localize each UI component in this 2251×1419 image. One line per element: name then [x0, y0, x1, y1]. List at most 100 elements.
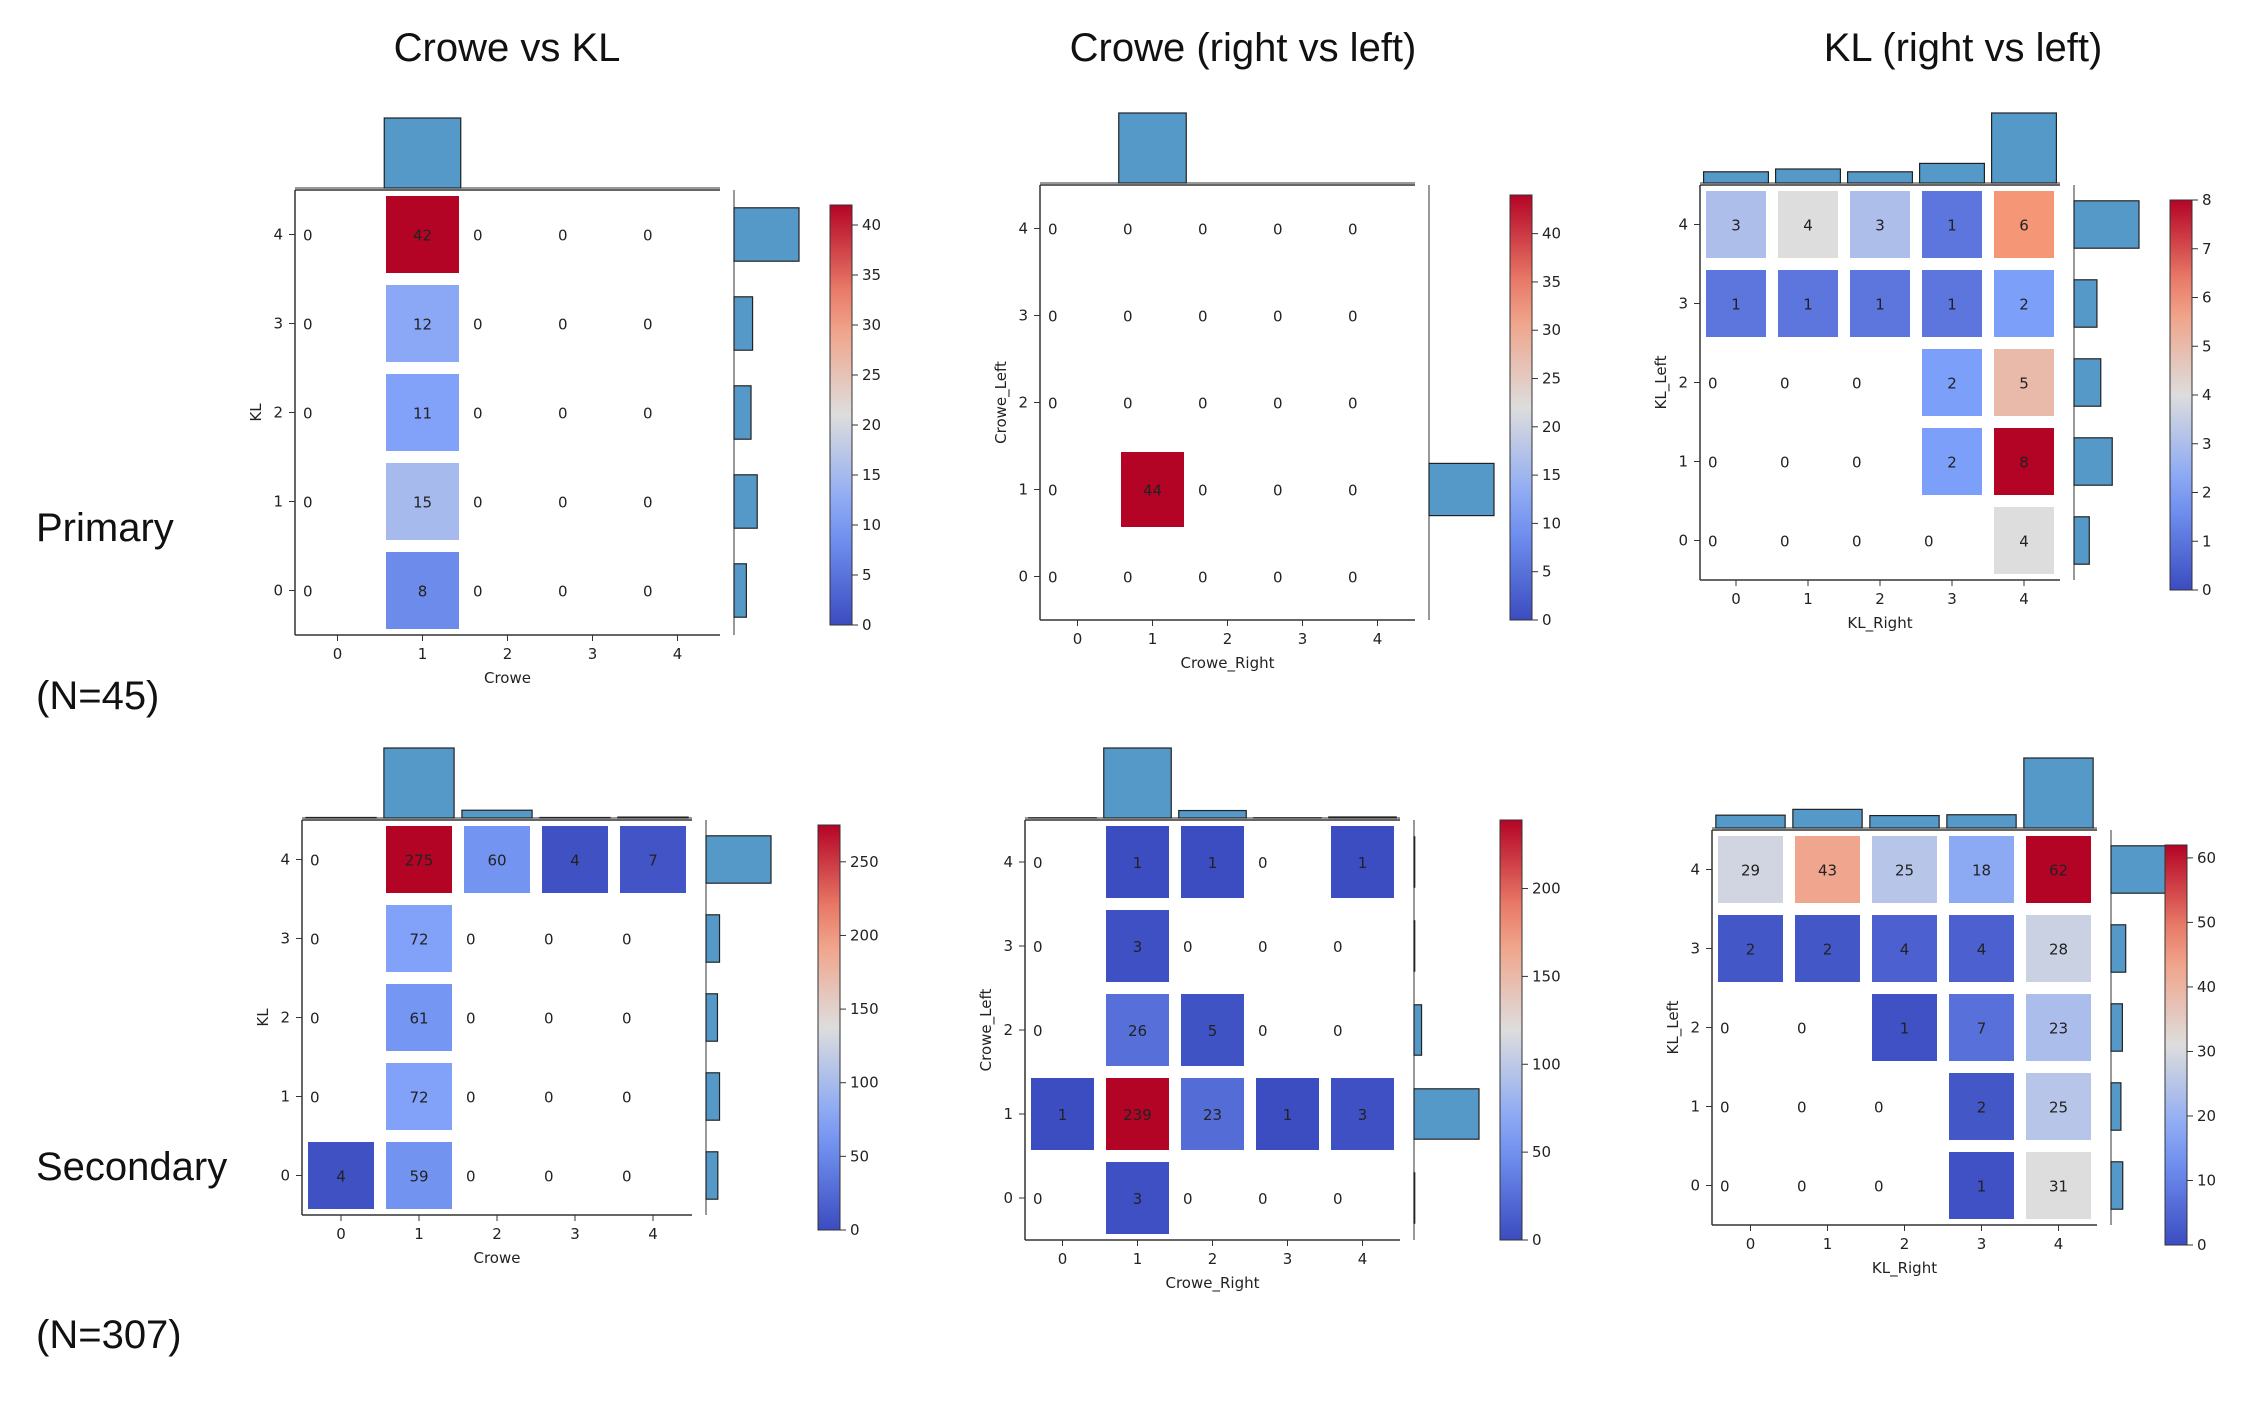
x-tick-label: 3 — [1977, 1235, 1987, 1253]
cell-count-label: 2 — [1823, 941, 1833, 959]
colorbar-tick-label: 150 — [1532, 967, 1561, 985]
x-axis-label: KL_Right — [1847, 614, 1912, 633]
x-tick-label: 3 — [588, 645, 598, 663]
top-marginal-bar — [1920, 163, 1985, 183]
cell-count-label: 0 — [473, 583, 483, 601]
x-tick-label: 1 — [414, 1225, 424, 1243]
cell-count-label: 4 — [1803, 217, 1813, 235]
top-marginal-bar — [1992, 113, 2057, 183]
top-marginal-bar — [306, 817, 376, 818]
y-tick-label: 3 — [1690, 940, 1700, 958]
cell-count-label: 0 — [1797, 1099, 1807, 1117]
x-tick-label: 0 — [1731, 590, 1741, 608]
cell-count-label: 1 — [1058, 1106, 1068, 1124]
cell-count-label: 0 — [473, 316, 483, 334]
cell-count-label: 1 — [1977, 1178, 1987, 1196]
right-marginal-bar — [734, 208, 799, 261]
y-tick-label: 0 — [1678, 532, 1688, 550]
y-tick-label: 0 — [273, 582, 283, 600]
cell-count-label: 0 — [310, 1010, 320, 1028]
colorbar-tick-label: 50 — [850, 1147, 869, 1165]
right-marginal-bar — [706, 836, 771, 883]
colorbar-tick-label: 250 — [850, 853, 879, 871]
cell-count-label: 0 — [544, 1010, 554, 1028]
colorbar-tick-label: 35 — [1542, 273, 1561, 291]
cell-count-label: 0 — [1258, 1190, 1268, 1208]
cell-count-label: 0 — [643, 494, 653, 512]
cell-count-label: 0 — [1258, 938, 1268, 956]
colorbar-tick-label: 10 — [1542, 514, 1561, 532]
cell-count-label: 0 — [1708, 454, 1718, 472]
cell-count-label: 0 — [558, 583, 568, 601]
y-axis-label: KL_Left — [1652, 355, 1671, 409]
cell-count-label: 0 — [1273, 569, 1283, 587]
cell-count-label: 62 — [2049, 862, 2068, 880]
colorbar-tick-label: 30 — [862, 316, 881, 334]
x-tick-label: 2 — [503, 645, 513, 663]
cell-count-label: 0 — [643, 405, 653, 423]
cell-count-label: 0 — [466, 1089, 476, 1107]
cell-count-label: 0 — [1048, 395, 1058, 413]
colorbar — [1500, 820, 1522, 1240]
colorbar — [2165, 845, 2187, 1245]
cell-count-label: 23 — [1203, 1106, 1222, 1124]
cell-count-label: 0 — [643, 583, 653, 601]
cell-count-label: 7 — [1977, 1020, 1987, 1038]
cell-count-label: 0 — [558, 316, 568, 334]
cell-count-label: 0 — [1780, 533, 1790, 551]
x-tick-label: 4 — [2019, 590, 2029, 608]
y-tick-label: 0 — [1018, 568, 1028, 586]
y-tick-label: 2 — [1690, 1019, 1700, 1037]
cell-count-label: 0 — [1273, 395, 1283, 413]
cell-count-label: 25 — [2049, 1099, 2068, 1117]
y-tick-label: 4 — [1678, 216, 1688, 234]
cell-count-label: 0 — [1333, 1022, 1343, 1040]
x-axis-label: Crowe_Right — [1166, 1274, 1260, 1293]
cell-count-label: 72 — [409, 931, 428, 949]
x-tick-label: 1 — [1823, 1235, 1833, 1253]
x-tick-label: 2 — [1900, 1235, 1910, 1253]
right-marginal-bar — [706, 1152, 718, 1199]
cell-count-label: 0 — [1048, 308, 1058, 326]
right-marginal-bar — [2111, 925, 2126, 972]
cell-count-label: 0 — [1720, 1178, 1730, 1196]
colorbar-tick-label: 200 — [850, 926, 879, 944]
x-tick-label: 4 — [648, 1225, 658, 1243]
cell-count-label: 0 — [473, 494, 483, 512]
cell-count-label: 0 — [1780, 454, 1790, 472]
top-marginal-bar — [1179, 811, 1247, 818]
y-tick-label: 2 — [1003, 1021, 1013, 1039]
cell-count-label: 239 — [1123, 1106, 1152, 1124]
cell-count-label: 1 — [1803, 296, 1813, 314]
cell-count-label: 0 — [622, 1010, 632, 1028]
cell-count-label: 3 — [1133, 938, 1143, 956]
top-marginal-bar — [1104, 748, 1172, 818]
y-tick-label: 3 — [280, 930, 290, 948]
cell-count-label: 0 — [303, 227, 313, 245]
cell-count-label: 3 — [1731, 217, 1741, 235]
colorbar-tick-label: 25 — [1542, 370, 1561, 388]
colorbar-tick-label: 2 — [2202, 484, 2212, 502]
x-axis-label: Crowe_Right — [1181, 654, 1275, 673]
cell-count-label: 0 — [1198, 569, 1208, 587]
cell-count-label: 5 — [2019, 375, 2029, 393]
cell-count-label: 0 — [1720, 1020, 1730, 1038]
cell-count-label: 1 — [1133, 854, 1143, 872]
top-marginal-bar — [462, 810, 532, 818]
cell-count-label: 0 — [310, 852, 320, 870]
cell-count-label: 0 — [1033, 854, 1043, 872]
colorbar-tick-label: 0 — [850, 1221, 860, 1239]
cell-count-label: 61 — [409, 1010, 428, 1028]
y-tick-label: 0 — [1003, 1189, 1013, 1207]
row-title-secondary: Secondary (N=307) — [36, 1027, 227, 1419]
colorbar-tick-label: 150 — [850, 1000, 879, 1018]
cell-count-label: 275 — [405, 852, 434, 870]
colorbar-tick-label: 20 — [1542, 418, 1561, 436]
cell-count-label: 0 — [1273, 482, 1283, 500]
right-marginal-bar — [2111, 1004, 2122, 1051]
cell-count-label: 0 — [1333, 938, 1343, 956]
right-marginal-bar — [2111, 1162, 2123, 1209]
